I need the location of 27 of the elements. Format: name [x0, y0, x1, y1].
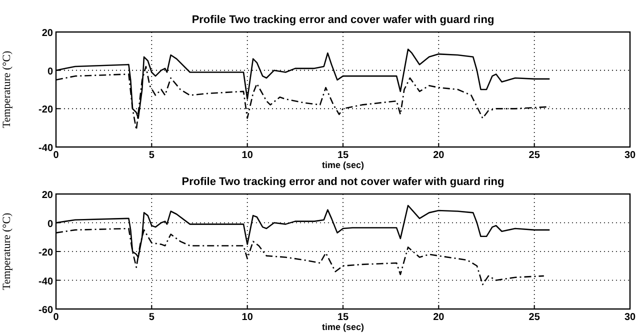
x-tick-label: 5 — [148, 150, 155, 161]
x-axis-title: time (sec) — [322, 322, 364, 332]
x-tick-label: 15 — [337, 312, 349, 323]
y-tick-label: -60 — [38, 305, 54, 316]
y-tick-label: 0 — [47, 66, 54, 78]
x-tick-label: 20 — [433, 150, 445, 161]
y-tick-label: 0 — [47, 218, 54, 230]
x-tick-label: 10 — [242, 150, 254, 161]
y-tick-label: -40 — [38, 276, 54, 288]
y-tick-label: -20 — [38, 248, 54, 258]
x-tick-label: 15 — [337, 150, 349, 161]
x-tick-label: 10 — [242, 312, 254, 323]
x-tick-label: 30 — [624, 150, 636, 161]
x-tick-label: 25 — [528, 150, 540, 161]
x-tick-label: 5 — [148, 312, 155, 323]
x-tick-label: 25 — [528, 312, 540, 323]
y-tick-label: 20 — [42, 190, 54, 201]
y-tick-label: 20 — [42, 28, 54, 39]
y-axis-title: Temperature (°C) — [1, 50, 13, 128]
x-axis-title: time (sec) — [322, 160, 364, 170]
x-tick-label: 20 — [433, 312, 445, 323]
y-tick-label: -20 — [38, 104, 54, 116]
y-tick-label: -40 — [38, 143, 54, 154]
chart-title: Profile Two tracking error and cover wafer with guard ring — [192, 14, 494, 26]
y-axis-title: Temperature (°C) — [1, 212, 13, 290]
chart-title: Profile Two tracking error and not cover wafer with guard ring — [182, 176, 504, 188]
x-tick-label: 30 — [624, 312, 636, 323]
